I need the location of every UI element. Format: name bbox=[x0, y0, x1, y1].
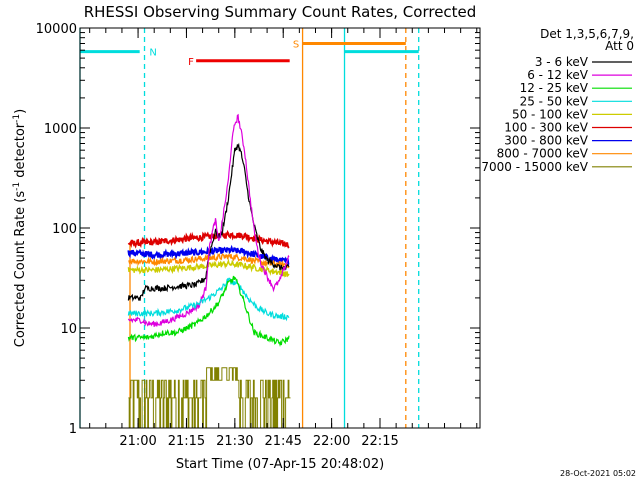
legend-label-3: 25 - 50 keV bbox=[520, 94, 589, 108]
y-axis-label-mid: detector bbox=[13, 122, 28, 182]
flag-label-F: F bbox=[188, 57, 194, 68]
series-line-0 bbox=[127, 229, 290, 249]
y-tick-label-0: 1 bbox=[69, 422, 77, 437]
x-tick-label-1: 21:15 bbox=[168, 434, 205, 449]
y-tick-label-1: 10 bbox=[60, 322, 77, 337]
series-line-6 bbox=[127, 277, 290, 322]
legend-label-7: 800 - 7000 keV bbox=[497, 147, 589, 161]
plot-frame bbox=[79, 27, 481, 429]
footer-date: 28-Oct-2021 05:02 bbox=[560, 469, 636, 478]
legend-label-6: 300 - 800 keV bbox=[504, 134, 588, 148]
legend-label-4: 50 - 100 keV bbox=[512, 107, 589, 121]
y-tick-label-2: 100 bbox=[52, 222, 77, 237]
x-tick-label-3: 21:45 bbox=[264, 434, 301, 449]
legend-label-0: 3 - 6 keV bbox=[535, 55, 589, 69]
y-tick-label-4: 10000 bbox=[36, 22, 77, 37]
x-tick-label-2: 21:30 bbox=[216, 434, 253, 449]
legend-label-2: 12 - 25 keV bbox=[520, 81, 589, 95]
x-tick-label-5: 22:15 bbox=[361, 434, 398, 449]
legend-label-5: 100 - 300 keV bbox=[504, 121, 588, 135]
y-axis-label-main: Corrected Count Rate (s bbox=[13, 191, 28, 348]
axes-layer: 1 10 100 1000 10000 21:00 21:15 21:30 21:45 22:00… bbox=[36, 22, 480, 449]
legend-header-line-1: Det 1,3,5,6,7,9, bbox=[540, 27, 634, 41]
legend-label-8: 7000 - 15000 keV bbox=[481, 160, 588, 174]
series-line-4 bbox=[127, 142, 290, 303]
legend-header-line-2: Att 0 bbox=[605, 39, 634, 53]
flag-label-N: N bbox=[149, 48, 156, 59]
x-tick-label-0: 21:00 bbox=[119, 434, 156, 449]
series-line-3 bbox=[127, 258, 290, 278]
flag-label-S: S bbox=[293, 39, 299, 50]
series-7000-15000kev bbox=[128, 367, 291, 429]
series-line-5 bbox=[127, 113, 290, 327]
series-line-7 bbox=[127, 275, 290, 348]
y-axis-label-end: ) bbox=[13, 109, 28, 114]
x-tick-label-4: 22:00 bbox=[313, 434, 350, 449]
y-axis-label-sup-2: -1 bbox=[12, 114, 22, 123]
y-axis-label: Corrected Count Rate (s-1 detector-1) bbox=[12, 109, 28, 347]
legend-label-1: 6 - 12 keV bbox=[527, 68, 589, 82]
plot-layer: N S F bbox=[79, 28, 420, 429]
y-tick-label-3: 1000 bbox=[44, 122, 77, 137]
y-axis-label-sup-1: -1 bbox=[12, 182, 22, 191]
chart-title: RHESSI Observing Summary Count Rates, Co… bbox=[84, 3, 477, 21]
x-axis-label: Start Time (07-Apr-15 20:48:02) bbox=[176, 457, 384, 472]
